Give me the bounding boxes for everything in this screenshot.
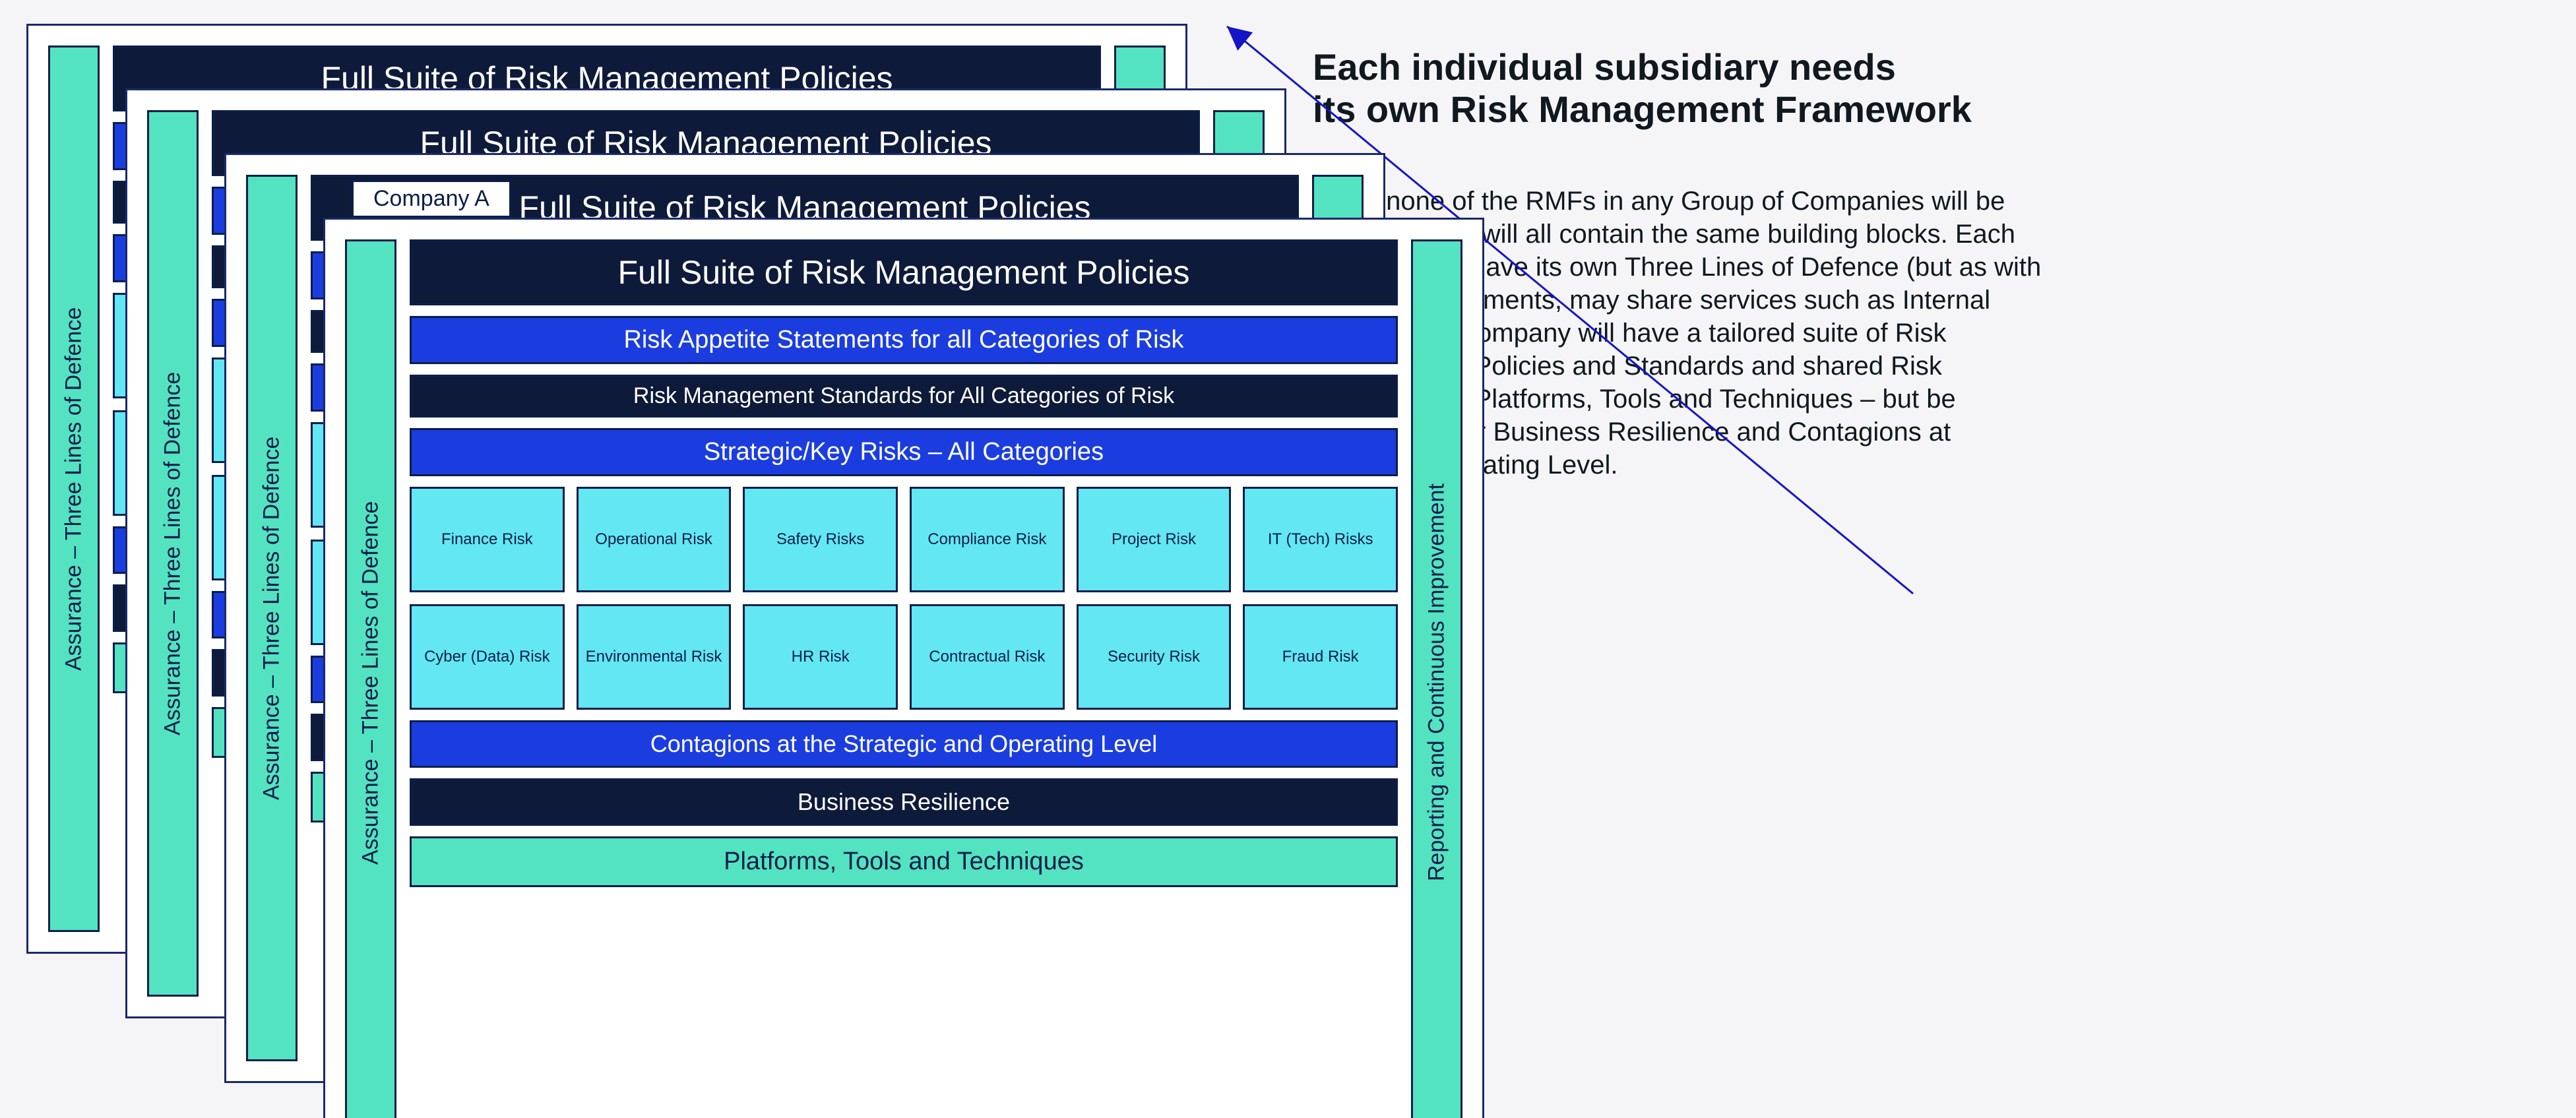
left-pillar-assurance: Assurance – Three Lines of Defence — [246, 175, 298, 1061]
band-policies: Full Suite of Risk Management Policies — [410, 239, 1398, 305]
risk-cell: Compliance Risk — [910, 487, 1065, 592]
left-pillar-assurance: Assurance – Three Lines of Defence — [48, 46, 100, 932]
risk-cell: Project Risk — [1077, 487, 1232, 592]
risk-cell: HR Risk — [743, 604, 898, 710]
company-tab: Company A — [352, 180, 511, 218]
band-platforms: Platforms, Tools and Techniques — [410, 836, 1398, 887]
risk-cell: Environmental Risk — [577, 604, 732, 710]
risk-cell: Safety Risks — [743, 487, 898, 592]
band-contagions: Contagions at the Strategic and Operatin… — [410, 720, 1398, 768]
risk-cell: Security Risk — [1077, 604, 1232, 710]
left-pillar-assurance: Assurance – Three Lines of Defence — [147, 110, 199, 997]
risk-category-grid: Finance RiskOperational RiskSafety Risks… — [410, 487, 1398, 710]
framework-card-front: Company AAssurance – Three Lines of Defe… — [323, 218, 1484, 1118]
risk-cell: Finance Risk — [410, 487, 565, 592]
risk-cell: Operational Risk — [577, 487, 732, 592]
framework-center: Full Suite of Risk Management Policies Ri… — [410, 239, 1398, 1118]
left-pillar-assurance: Assurance – Three Lines of Defence — [345, 239, 396, 1118]
band-standards: Risk Management Standards for All Catego… — [410, 375, 1398, 418]
band-resilience: Business Resilience — [410, 778, 1398, 826]
band-appetite: Risk Appetite Statements for all Categor… — [410, 316, 1398, 364]
risk-cell: Cyber (Data) Risk — [410, 604, 565, 710]
risk-cell: Contractual Risk — [910, 604, 1065, 710]
band-strategic: Strategic/Key Risks – All Categories — [410, 428, 1398, 476]
risk-cell: Fraud Risk — [1243, 604, 1398, 710]
right-pillar-reporting: Reporting and Continuous Improvement — [1411, 239, 1462, 1118]
risk-cell: IT (Tech) Risks — [1243, 487, 1398, 592]
